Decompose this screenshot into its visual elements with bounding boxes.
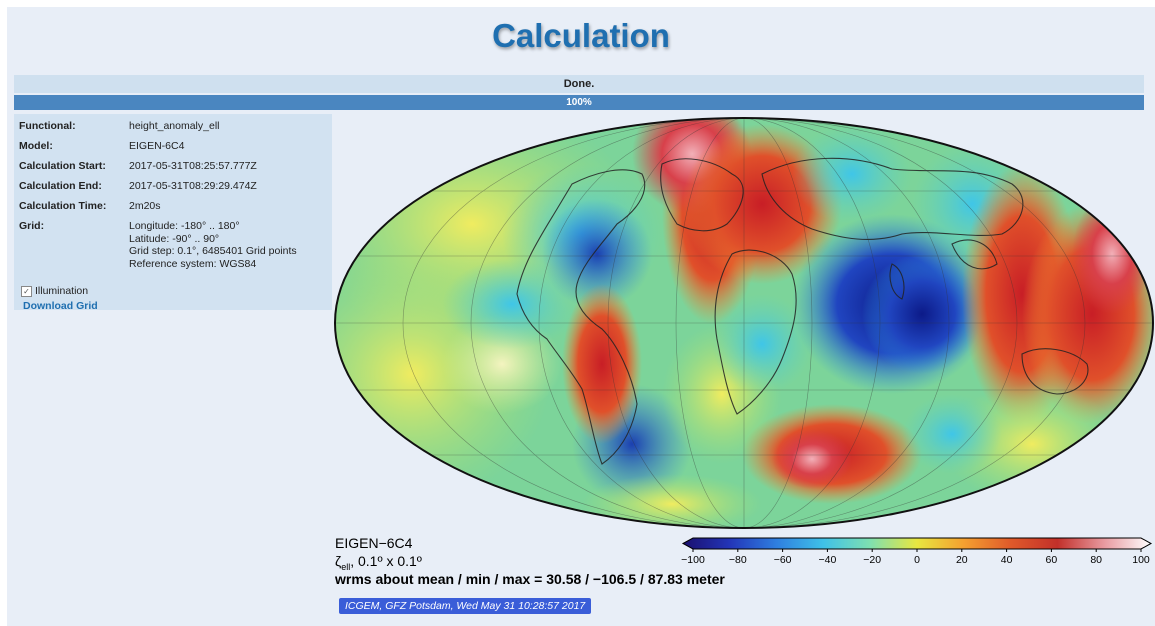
progress-fill [14, 95, 1144, 110]
grid-line: Reference system: WGS84 [129, 257, 257, 270]
illumination-checkbox[interactable]: ✓ [21, 285, 32, 297]
geoid-map [332, 114, 1155, 537]
page-frame: Calculation Done. 100% Functional: heigh… [7, 7, 1155, 626]
colorbar-svg: −100 −80 −60 −40 −20 0 20 40 60 80 100 [681, 537, 1153, 566]
info-value: 2017-05-31T08:25:57.777Z [129, 160, 257, 172]
colorbar-tick-label: 60 [1046, 554, 1058, 566]
map-stats: wrms about mean / min / max = 30.58 / −1… [335, 571, 725, 587]
colorbar-tick-label: 40 [1001, 554, 1013, 566]
info-label: Calculation Start: [19, 160, 106, 172]
info-label: Model: [19, 140, 53, 152]
info-label: Grid: [19, 220, 45, 232]
info-value: EIGEN-6C4 [129, 140, 185, 152]
page-title: Calculation [492, 17, 670, 54]
info-label: Calculation Time: [19, 200, 107, 212]
illumination-option[interactable]: ✓ Illumination [21, 285, 88, 297]
status-text: Done. [14, 75, 1144, 93]
info-panel: Functional: height_anomaly_ell Model: EI… [14, 114, 332, 312]
colorbar-tick-label: −40 [818, 554, 836, 566]
colorbar: −100 −80 −60 −40 −20 0 20 40 60 80 100 [677, 536, 1155, 583]
colorbar-tick-label: −60 [774, 554, 792, 566]
map-model-label: EIGEN−6C4 [335, 535, 413, 551]
colorbar-tick-label: −100 [681, 554, 705, 566]
graticule [335, 118, 1153, 528]
info-label: Functional: [19, 120, 76, 132]
functional-subscript: ell [341, 561, 351, 572]
grid-line: Longitude: -180° .. 180° [129, 220, 240, 232]
info-value: 2m20s [129, 200, 161, 212]
colorbar-tick-label: 100 [1132, 554, 1150, 566]
colorbar-tick-label: −80 [729, 554, 747, 566]
functional-symbol: ζ [335, 553, 342, 569]
colorbar-tick-label: −20 [863, 554, 881, 566]
footer-badge: ICGEM, GFZ Potsdam, Wed May 31 10:28:57 … [339, 598, 592, 614]
map-functional-label: ζell, 0.1º x 0.1º [335, 553, 422, 572]
info-label: Calculation End: [19, 180, 102, 192]
colorbar-ramp [681, 537, 1153, 550]
colorbar-tick-label: 20 [956, 554, 968, 566]
colorbar-tick-label: 0 [914, 554, 920, 566]
colorbar-tick-label: 80 [1090, 554, 1102, 566]
grid-line: Grid step: 0.1°, 6485401 Grid points [129, 245, 297, 257]
progress-label: 100% [566, 97, 592, 108]
map-border [334, 117, 1154, 529]
info-value: 2017-05-31T08:29:29.474Z [129, 180, 257, 192]
illumination-label: Illumination [35, 285, 89, 297]
info-value: height_anomaly_ell [129, 120, 220, 132]
progress-bar: 100% [14, 95, 1144, 110]
mollweide-map [334, 117, 1154, 529]
download-grid-link[interactable]: Download Grid [23, 300, 98, 312]
coastlines [516, 157, 1089, 465]
resolution-text: , 0.1º x 0.1º [350, 553, 422, 569]
grid-details: Longitude: -180° .. 180° Latitude: -90° … [129, 220, 329, 270]
grid-line: Latitude: -90° .. 90° [129, 232, 220, 245]
